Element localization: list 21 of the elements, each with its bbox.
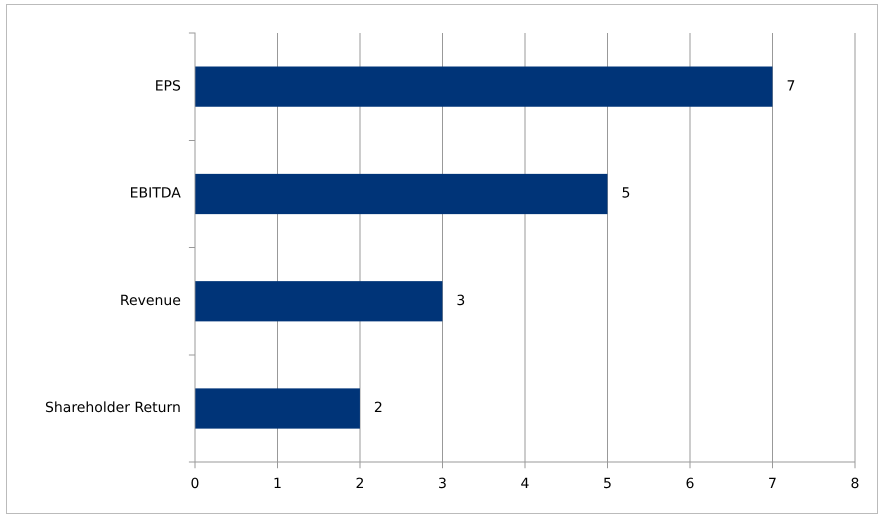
x-tick-label: 7 [768, 476, 777, 492]
x-tick-label: 4 [520, 476, 530, 492]
y-tick-label: Shareholder Return [44, 400, 181, 416]
bar [195, 281, 442, 322]
data-label: 2 [374, 400, 383, 416]
y-tick-label: EBITDA [130, 186, 182, 202]
bar [195, 66, 772, 107]
bar [195, 174, 608, 214]
y-tick-label: Revenue [120, 292, 181, 309]
bar [195, 388, 360, 429]
x-tick-label: 6 [686, 476, 695, 492]
data-label: 5 [621, 186, 630, 202]
x-tick-label: 5 [603, 476, 612, 492]
x-tick-label: 3 [438, 476, 447, 492]
data-label: 7 [786, 78, 796, 94]
x-tick-label: 2 [355, 476, 364, 492]
y-tick-label: EPS [154, 78, 181, 94]
x-tick-label: 1 [272, 476, 282, 492]
x-tick-label: 8 [850, 476, 860, 492]
data-label: 3 [456, 292, 466, 309]
x-tick-label: 0 [190, 476, 200, 492]
